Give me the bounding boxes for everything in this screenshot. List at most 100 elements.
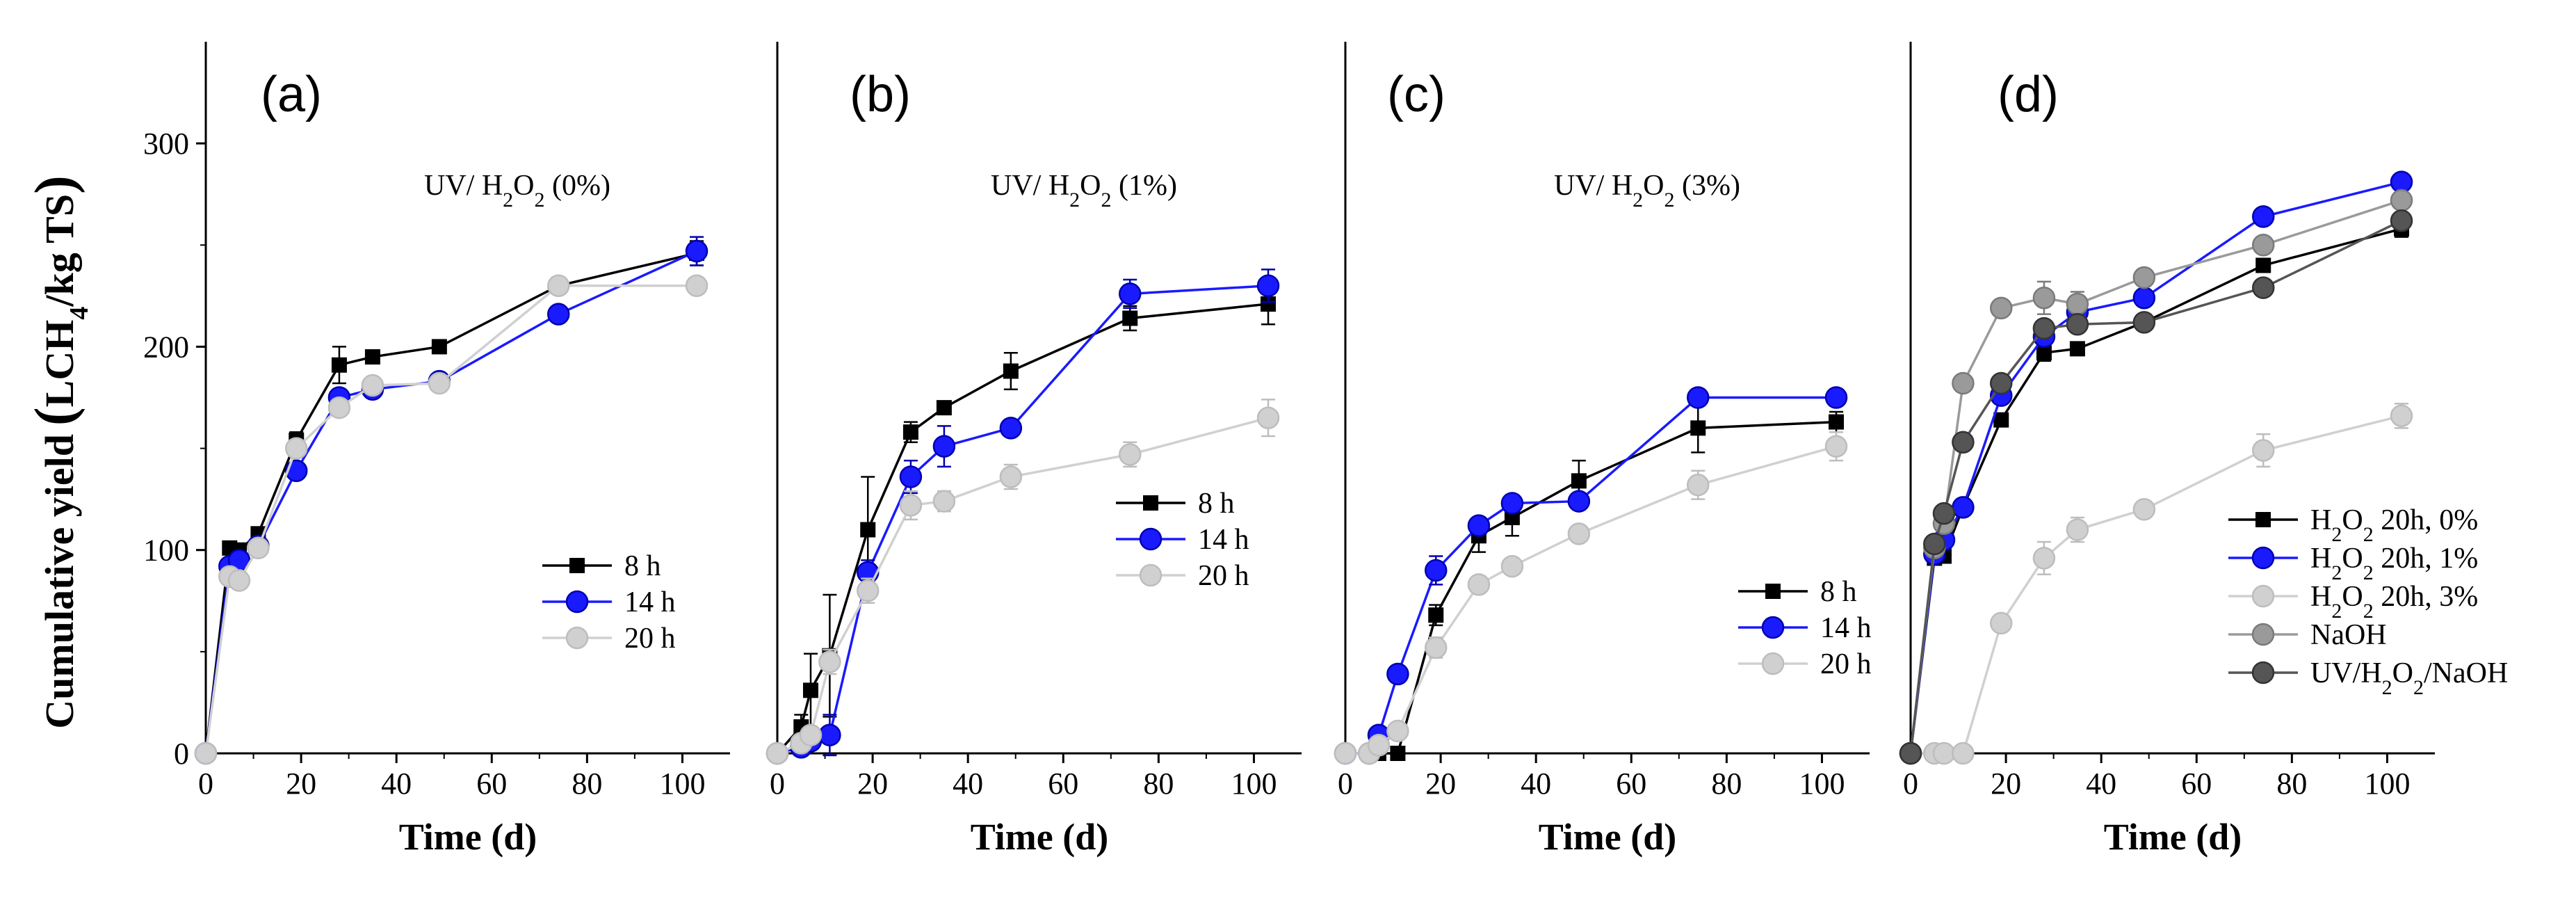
- data-point: [936, 400, 952, 416]
- data-point: [1386, 719, 1409, 743]
- legend-label: H2O2 20h, 1%: [2310, 543, 2478, 584]
- data-point: [902, 424, 918, 440]
- legend-marker: [1139, 563, 1163, 587]
- legend: 8 h 14 h 20 h: [542, 550, 676, 655]
- data-point: [899, 494, 923, 517]
- legend-marker: [565, 590, 589, 614]
- data-point: [856, 579, 880, 602]
- legend-marker: [1761, 616, 1785, 639]
- x-tick-label: 100: [1231, 767, 1277, 801]
- data-point: [2069, 341, 2085, 357]
- data-point: [1952, 371, 1975, 395]
- data-point: [1003, 363, 1019, 379]
- legend-marker: [2251, 546, 2275, 570]
- legend-marker: [2251, 584, 2275, 608]
- series-line: [776, 303, 1269, 755]
- x-tick-label: 80: [2276, 767, 2307, 801]
- data-point: [1467, 573, 1491, 596]
- x-tick-label: 0: [198, 767, 213, 801]
- data-point: [1932, 742, 1956, 765]
- data-point: [1932, 502, 1956, 525]
- data-point: [428, 371, 451, 395]
- data-point: [2132, 498, 2156, 521]
- series-line: [1909, 219, 2402, 754]
- data-point: [546, 274, 570, 297]
- y-tick-label: 0: [174, 737, 189, 771]
- x-tick-label: 20: [1425, 767, 1456, 801]
- condition-annotation: UV/ H2O2 (3%): [1554, 170, 1740, 211]
- legend: 8 h 14 h 20 h: [1116, 488, 1249, 592]
- data-point: [685, 239, 708, 263]
- panel-label: (a): [261, 67, 322, 122]
- legend-label: 14 h: [1820, 612, 1872, 644]
- data-point: [2132, 266, 2156, 289]
- data-point: [899, 465, 923, 488]
- data-point: [1122, 310, 1138, 326]
- panel-label: (b): [850, 67, 911, 122]
- x-tick-label: 80: [1711, 767, 1742, 801]
- x-tick-label: 40: [2086, 767, 2116, 801]
- legend-marker: [2255, 512, 2271, 527]
- data-point: [799, 723, 823, 746]
- legend: H2O2 20h, 0%H2O2 20h, 1%H2O2 20h, 3%NaOH…: [2228, 504, 2508, 699]
- data-point: [2032, 317, 2056, 340]
- data-point: [2390, 404, 2413, 428]
- data-point: [194, 742, 218, 765]
- x-tick-label: 100: [2364, 767, 2410, 801]
- data-point: [860, 522, 876, 538]
- legend-label: 14 h: [624, 586, 676, 618]
- legend-label: NaOH: [2310, 619, 2387, 651]
- data-point: [2066, 518, 2089, 541]
- x-tick-label: 80: [1143, 767, 1174, 801]
- data-point: [1467, 514, 1491, 537]
- data-point: [1829, 414, 1845, 430]
- data-point: [1424, 636, 1448, 659]
- data-point: [1261, 296, 1277, 312]
- legend-label: H2O2 20h, 3%: [2310, 581, 2478, 623]
- data-point: [1686, 473, 1710, 497]
- data-point: [1952, 496, 1975, 519]
- x-tick-label: 20: [286, 767, 316, 801]
- data-point: [2066, 313, 2089, 336]
- legend: 8 h 14 h 20 h: [1738, 576, 1872, 680]
- x-tick-label: 60: [2181, 767, 2212, 801]
- data-point: [1952, 742, 1975, 765]
- condition-annotation: UV/ H2O2 (1%): [991, 170, 1177, 211]
- legend-label: 8 h: [1198, 488, 1235, 520]
- data-point: [1424, 559, 1448, 582]
- legend-label: 8 h: [1820, 576, 1857, 608]
- series-line: [1345, 396, 1837, 755]
- data-point: [1256, 406, 1280, 429]
- data-point: [1989, 611, 2013, 635]
- data-point: [546, 303, 570, 326]
- x-axis-title: Time (d): [1539, 816, 1677, 858]
- data-point: [227, 569, 251, 592]
- data-point: [2251, 205, 2275, 228]
- panel-c: 0 20 40 60 80 100 Time (d) (c) UV/ H2O2 (3%) 8 h 1…: [1334, 42, 1872, 858]
- data-point: [331, 357, 347, 373]
- legend-label: 14 h: [1198, 524, 1249, 556]
- x-axis-title: Time (d): [399, 816, 537, 858]
- data-point: [1386, 662, 1409, 686]
- legend-marker: [569, 558, 585, 573]
- data-point: [1334, 742, 1357, 765]
- panel-label: (c): [1387, 67, 1445, 122]
- data-point: [818, 650, 841, 673]
- data-point: [802, 682, 818, 698]
- data-point: [2251, 276, 2275, 299]
- panel-label: (d): [1998, 67, 2059, 122]
- data-point: [685, 274, 708, 297]
- data-point: [1367, 734, 1391, 757]
- data-point: [361, 374, 384, 397]
- x-tick-label: 40: [381, 767, 412, 801]
- data-point: [2251, 234, 2275, 257]
- data-point: [1993, 412, 2009, 428]
- x-tick-label: 20: [857, 767, 888, 801]
- legend-label: H2O2 20h, 0%: [2310, 504, 2478, 546]
- data-point: [818, 723, 841, 746]
- y-axis-title: Cumulative yield(LCH4/kg TS): [24, 175, 94, 728]
- data-point: [1118, 443, 1142, 466]
